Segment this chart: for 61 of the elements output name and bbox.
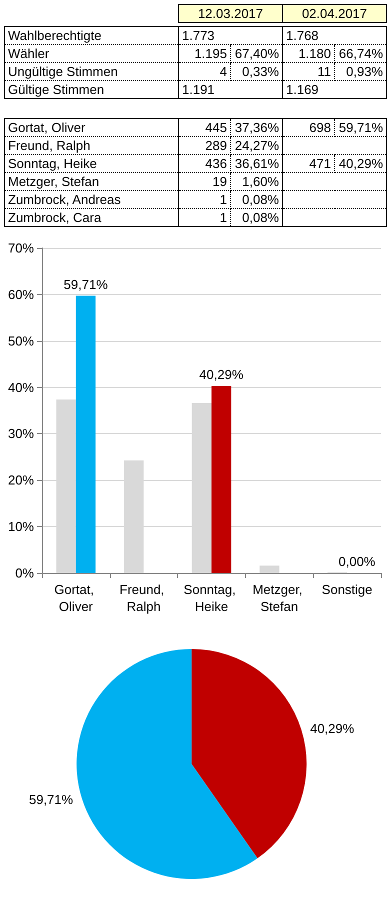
y-tick-label: 70%	[8, 240, 34, 256]
y-tick-label: 50%	[8, 333, 34, 348]
data-label: 59,71%	[64, 276, 108, 292]
text: 698	[309, 120, 331, 135]
text: 40,29%	[338, 156, 383, 171]
text: 445	[205, 120, 227, 135]
y-tick-label: 40%	[8, 380, 34, 395]
data-label: 59,71%	[28, 792, 74, 808]
data-label: 0,00%	[338, 554, 376, 569]
text: 24,27%	[234, 138, 279, 153]
category-label: Ungültige Stimmen	[8, 64, 118, 79]
category-label: Wahlberechtigte	[8, 28, 102, 43]
text: 0,93%	[346, 64, 383, 79]
x-tick-label: Sonntag, Heike	[184, 582, 240, 614]
x-tick-label: Metzger, Stefan	[252, 582, 306, 614]
y-tick-label: 0%	[15, 566, 34, 580]
category-label: Gortat, Oliver	[8, 120, 86, 135]
x-tick-label: Gortat, Oliver	[54, 582, 98, 614]
text: 66,74%	[338, 46, 383, 61]
text: 11	[318, 64, 331, 79]
y-tick-label: 10%	[8, 519, 34, 534]
text: 1	[220, 210, 227, 225]
text: 471	[309, 156, 331, 171]
text: 4	[220, 64, 227, 79]
category-label: Zumbrock, Cara	[8, 210, 102, 225]
text: 67,40%	[234, 46, 279, 61]
text: 19	[212, 174, 227, 189]
text: 1	[220, 192, 227, 207]
category-label: 12.03.2017	[178, 4, 282, 22]
category-label: Metzger, Stefan	[8, 174, 100, 189]
text: 36,61%	[234, 156, 279, 171]
text: 0,33%	[242, 64, 279, 79]
category-label: Freund, Ralph	[8, 138, 90, 153]
category-label: Sonntag, Heike	[8, 156, 97, 171]
category-label: 02.04.2017	[282, 4, 386, 22]
text: 1.768	[286, 28, 319, 43]
y-tick-label: 30%	[8, 426, 34, 442]
text: 1.191	[182, 82, 215, 97]
category-label: Gültige Stimmen	[8, 82, 104, 97]
text: 1,60%	[242, 174, 279, 189]
category-label: Zumbrock, Andreas	[8, 192, 121, 207]
text: 436	[205, 156, 227, 171]
x-tick-label: Sonstige	[322, 582, 372, 597]
text: 1.773	[182, 28, 215, 43]
text: 59,71%	[338, 120, 383, 135]
category-label: Wähler	[8, 46, 50, 61]
bar	[260, 566, 280, 573]
text: 1.180	[298, 46, 331, 61]
y-tick-label: 20%	[8, 472, 34, 488]
text: 289	[205, 138, 227, 153]
bar	[212, 386, 232, 573]
text: 37,36%	[234, 120, 279, 135]
text: 0,08%	[242, 192, 279, 207]
text: 0,08%	[242, 210, 279, 225]
text: 1.195	[194, 46, 227, 61]
y-tick-label: 60%	[8, 286, 34, 302]
data-label: 40,29%	[199, 366, 244, 382]
bar	[76, 296, 96, 573]
text: 1.169	[286, 82, 319, 97]
x-tick-label: Freund, Ralph	[119, 582, 168, 614]
data-label: 40,29%	[310, 720, 355, 736]
